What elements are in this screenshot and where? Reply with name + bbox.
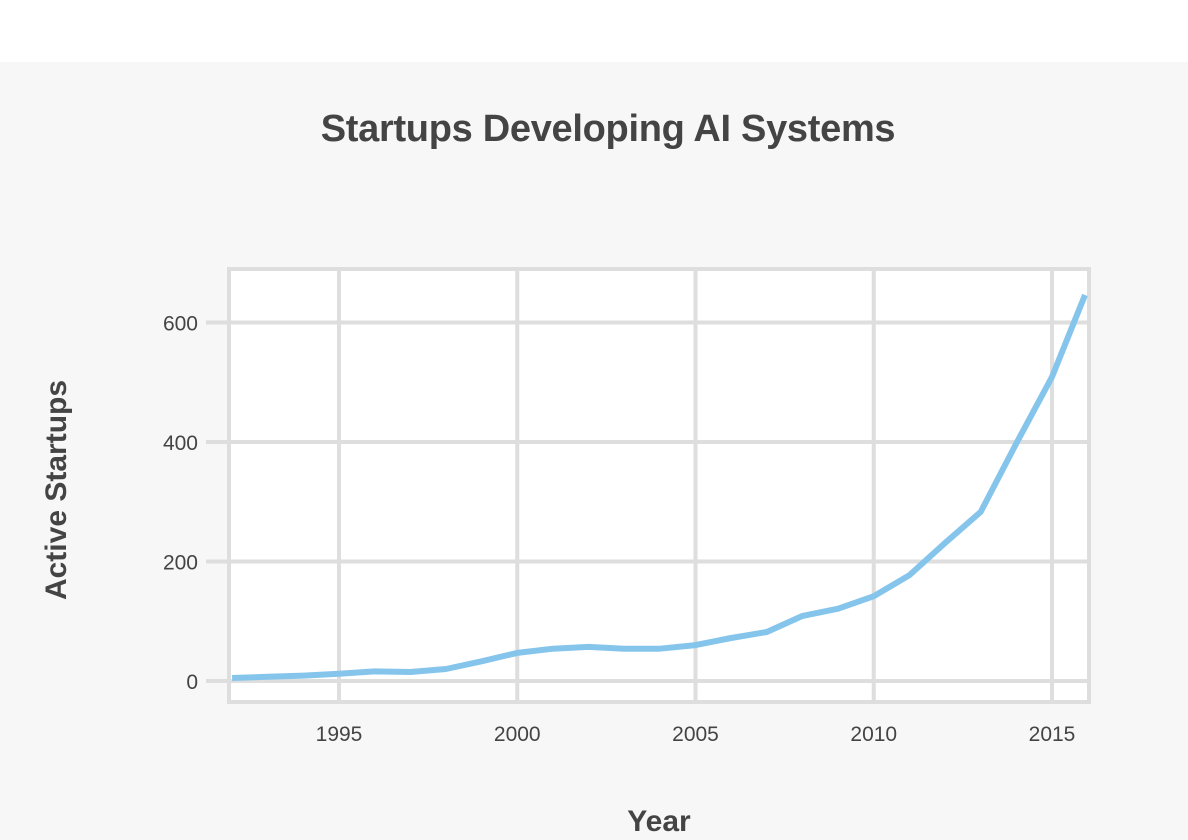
series-line <box>231 293 1088 681</box>
x-tick-label: 2005 <box>672 723 719 746</box>
x-tick-label: 2000 <box>494 723 541 746</box>
y-tick-label: 400 <box>163 432 198 455</box>
plot-border <box>227 267 1091 704</box>
top-whitespace <box>0 0 1188 62</box>
x-tick-label: 1995 <box>316 723 363 746</box>
chart-title: Startups Developing AI Systems <box>320 108 896 150</box>
x-axis-ticks: 1995 2000 2005 2010 2015 <box>316 723 1076 746</box>
plot-background <box>229 269 1089 702</box>
y-tick-label: 200 <box>163 552 198 575</box>
grid-lines <box>206 269 1089 702</box>
x-tick-label: 2015 <box>1029 723 1076 746</box>
x-tick-label: 2010 <box>850 723 897 746</box>
y-tick-label: 0 <box>186 671 198 694</box>
y-tick-label: 600 <box>163 313 198 336</box>
x-axis-title: Year <box>627 805 691 838</box>
data-series <box>231 293 1088 681</box>
y-axis-ticks: 0 200 400 600 <box>163 313 198 695</box>
